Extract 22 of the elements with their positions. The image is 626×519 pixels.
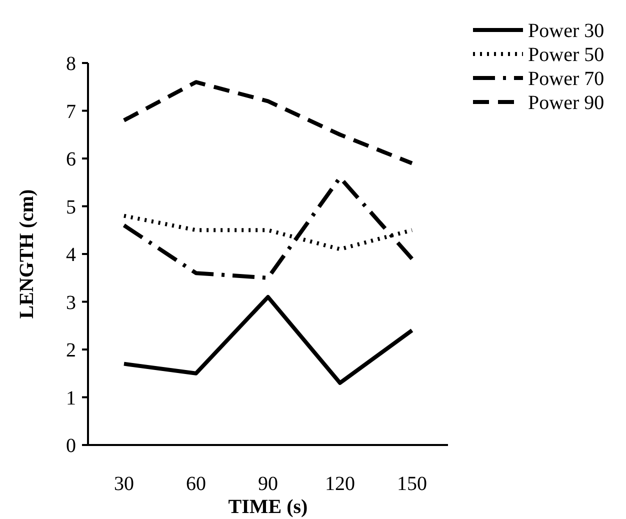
legend-label: Power 50: [528, 44, 604, 66]
legend-label: Power 90: [528, 92, 604, 114]
y-tick-label: 7: [66, 100, 76, 123]
x-tick-label: 90: [258, 473, 278, 495]
line-series: [122, 294, 414, 385]
x-tick-label: 30: [114, 473, 134, 495]
legend-label: Power 70: [528, 68, 604, 90]
y-tick-label: 1: [66, 387, 76, 410]
y-tick-label: 4: [66, 244, 76, 266]
y-tick-label: 8: [66, 53, 76, 75]
y-tick-label: 2: [66, 340, 76, 362]
y-tick-label: 6: [66, 148, 76, 170]
y-tick-label: 5: [66, 196, 76, 218]
x-axis-title: TIME (s): [228, 496, 308, 518]
y-axis-title: LENGTH (cm): [16, 189, 38, 319]
line-series: [122, 80, 414, 166]
x-tick-label: 120: [325, 473, 355, 495]
legend-label: Power 30: [528, 20, 604, 42]
x-tick-label: 60: [186, 473, 206, 495]
x-tick-label: 150: [397, 473, 427, 495]
y-tick-label: 3: [66, 292, 76, 314]
y-tick-label: 0: [66, 435, 76, 457]
